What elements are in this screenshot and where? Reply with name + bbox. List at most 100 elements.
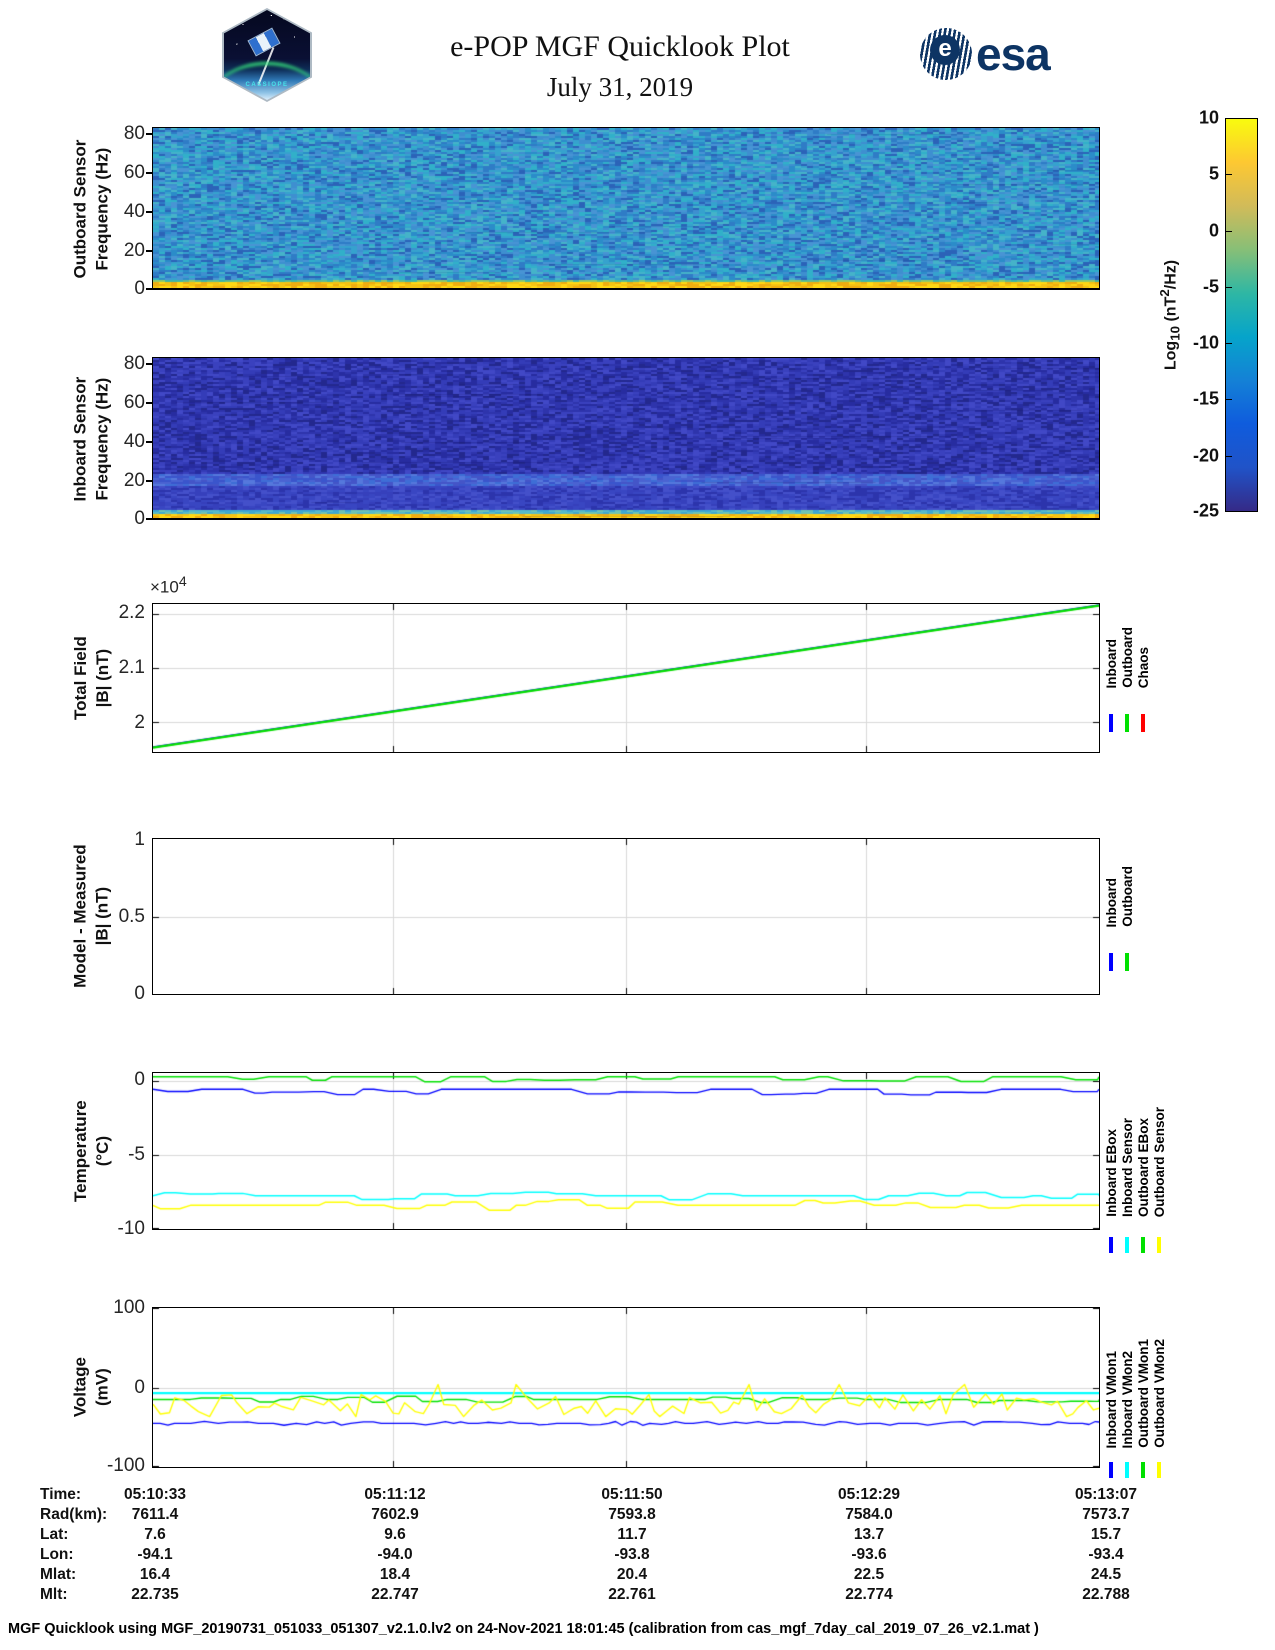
exponent-base: ×10 <box>150 577 179 597</box>
table-cell: 9.6 <box>384 1526 406 1543</box>
ylabel-line2: (°C) <box>93 1135 112 1167</box>
ylabel-line2: |B| (nT) <box>92 886 112 946</box>
legend-swatch <box>1109 1237 1113 1253</box>
voltage-ylabel: Voltage (mV) <box>69 1307 113 1468</box>
colorbar-tick: -25 <box>1192 500 1219 521</box>
ytick: 2.2 <box>118 602 145 623</box>
table-cell: 22.788 <box>1082 1586 1130 1603</box>
ylabel-line1: Model - Measured <box>70 844 90 988</box>
colorbar-tick: -20 <box>1192 445 1219 466</box>
colorbar-label-text: Log <box>1162 340 1180 371</box>
legend-swatch <box>1157 1462 1161 1478</box>
legend-label: Inboard <box>1103 638 1119 689</box>
ylabel-line1: Temperature <box>70 1100 90 1202</box>
table-row-label: Time: <box>40 1486 82 1503</box>
table-cell: 05:10:33 <box>123 1486 187 1503</box>
voltage-canvas <box>153 1308 1099 1467</box>
table-cell: 7573.7 <box>1082 1506 1130 1523</box>
legend-label: Outboard Sensor <box>1151 1106 1167 1217</box>
legend-label: Outboard <box>1119 866 1135 927</box>
table-cell: -94.0 <box>377 1546 413 1563</box>
legend-entry: Inboard VMon1 <box>1104 1298 1119 1478</box>
ytick: 100 <box>113 1297 145 1318</box>
table-cell: 16.4 <box>139 1566 171 1583</box>
colorbar <box>1225 118 1258 512</box>
table-cell: -93.8 <box>614 1546 650 1563</box>
table-cell: 7602.9 <box>371 1506 419 1523</box>
legend-label: Outboard <box>1119 627 1135 688</box>
inboard-spectrogram-canvas <box>153 358 1099 518</box>
tick-mark <box>146 172 152 174</box>
table-cell: 18.4 <box>379 1566 411 1583</box>
table-cell: 22.761 <box>608 1586 656 1603</box>
voltage-legend: Inboard VMon1 Inboard VMon2 Outboard VMo… <box>1104 1298 1167 1478</box>
legend-label: Inboard <box>1103 877 1119 928</box>
total-field-panel <box>152 603 1100 753</box>
legend-entry: Outboard <box>1119 616 1135 732</box>
ytick: 1 <box>134 829 145 850</box>
table-cell: -93.6 <box>851 1546 887 1563</box>
colorbar-tick: -15 <box>1192 388 1219 409</box>
table-cell: 24.5 <box>1090 1566 1122 1583</box>
tick-mark <box>146 441 152 443</box>
ytick: 2.1 <box>118 657 145 678</box>
esa-wordmark: esa <box>976 28 1051 80</box>
tick-mark <box>146 211 152 213</box>
table-row-label: Rad(km): <box>40 1506 108 1523</box>
legend-swatch <box>1125 953 1129 971</box>
legend-entry: Inboard VMon2 <box>1120 1298 1135 1478</box>
ylabel-line1: Inboard Sensor <box>70 376 90 502</box>
legend-entry: Inboard EBox <box>1104 1063 1119 1253</box>
earth-horizon-arc <box>224 62 310 100</box>
outboard-spectrogram-canvas <box>153 128 1099 288</box>
inboard-spectrogram-ylabel: Inboard Sensor Frequency (Hz) <box>69 358 113 521</box>
ylabel-line2: Frequency (Hz) <box>92 147 112 271</box>
colorbar-tick: -10 <box>1192 332 1219 353</box>
legend-entry: Chaos <box>1136 616 1151 732</box>
table-cell: 22.747 <box>371 1586 419 1603</box>
table-cell: 05:11:50 <box>601 1486 663 1503</box>
legend-label: Inboard Sensor <box>1119 1117 1135 1217</box>
legend-swatch <box>1125 714 1129 732</box>
legend-label: Outboard EBox <box>1135 1117 1151 1217</box>
legend-swatch <box>1141 1462 1145 1478</box>
legend-label: Outboard VMon2 <box>1151 1339 1167 1448</box>
total-field-canvas <box>153 604 1099 752</box>
legend-swatch <box>1157 1237 1161 1253</box>
table-row-label: Mlat: <box>40 1566 77 1583</box>
table-cell: 7611.4 <box>131 1506 179 1523</box>
ytick: 0 <box>134 278 145 299</box>
ytick: 0.5 <box>118 906 145 927</box>
ytick: 20 <box>123 470 145 491</box>
ytick: 20 <box>123 240 145 261</box>
colorbar-tick: 10 <box>1198 107 1219 128</box>
legend-swatch <box>1125 1237 1129 1253</box>
colorbar-label: Log10 (nT2/Hz) <box>1157 215 1183 415</box>
tick-mark <box>146 363 152 365</box>
table-cell: 7584.0 <box>845 1506 893 1523</box>
legend-swatch <box>1141 714 1145 732</box>
tick-mark <box>146 518 152 520</box>
table-cell: 05:12:29 <box>837 1486 901 1503</box>
colorbar-label-text: (nT <box>1162 296 1180 326</box>
table-cell: 22.774 <box>845 1586 893 1603</box>
tick-mark <box>1226 287 1232 288</box>
cassiope-patch-label: CASSIOPE <box>245 82 289 89</box>
voltage-panel <box>152 1307 1100 1468</box>
table-cell: 22.735 <box>131 1586 179 1603</box>
colorbar-label-sup: 2 <box>1157 289 1172 297</box>
footer-provenance-text: MGF Quicklook using MGF_20190731_051033_… <box>8 1621 1039 1637</box>
colorbar-tick: 5 <box>1208 163 1219 184</box>
temperature-canvas <box>153 1073 1099 1229</box>
ytick: 2 <box>134 712 145 733</box>
model-measured-legend: Inboard Outboard <box>1103 855 1135 971</box>
ylabel-line1: Total Field <box>70 636 90 720</box>
ytick: 40 <box>123 201 145 222</box>
ytick: 0 <box>134 1069 145 1090</box>
legend-entry: Inboard <box>1103 855 1119 971</box>
inboard-spectrogram-panel <box>152 357 1100 520</box>
temperature-ylabel: Temperature (°C) <box>70 1072 114 1230</box>
table-cell: -94.1 <box>137 1546 173 1563</box>
ylabel-line1: Outboard Sensor <box>70 139 90 279</box>
ylabel-line2: (mV) <box>92 1368 112 1406</box>
